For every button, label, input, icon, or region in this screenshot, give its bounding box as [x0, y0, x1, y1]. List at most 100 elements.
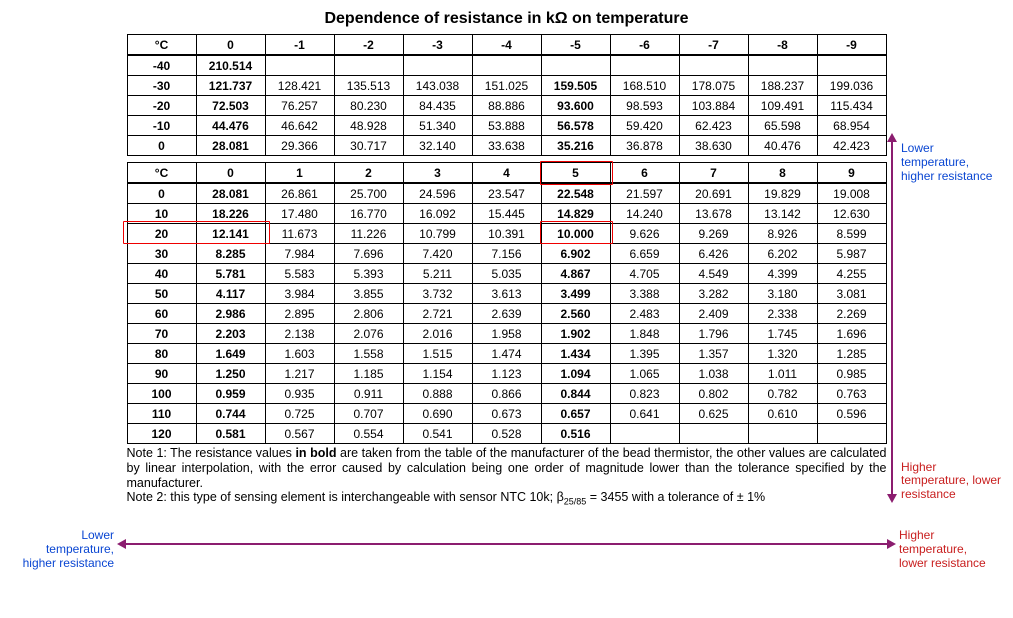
cell: 10.000	[541, 224, 610, 244]
cell: 1.217	[265, 364, 334, 384]
cell: 1.285	[817, 344, 886, 364]
col-hdr: °C	[127, 163, 196, 184]
cell: 0.596	[817, 404, 886, 424]
cell: 0.844	[541, 384, 610, 404]
cell: 3.081	[817, 284, 886, 304]
row-hdr: 40	[127, 264, 196, 284]
cell: 8.285	[196, 244, 265, 264]
row-hdr: 10	[127, 204, 196, 224]
cell	[817, 55, 886, 76]
cell: 178.075	[679, 76, 748, 96]
table-row: 1100.7440.7250.7070.6900.6730.6570.6410.…	[127, 404, 886, 424]
cell: 1.185	[334, 364, 403, 384]
cell: 128.421	[265, 76, 334, 96]
col-hdr: -3	[403, 35, 472, 56]
cell: 109.491	[748, 96, 817, 116]
cell: 16.092	[403, 204, 472, 224]
cell: 5.211	[403, 264, 472, 284]
cell: 0.657	[541, 404, 610, 424]
cell: 7.696	[334, 244, 403, 264]
cell	[610, 55, 679, 76]
anno-right: Higher temperature, lower resistance	[899, 529, 999, 570]
cell: 19.829	[748, 183, 817, 204]
table-row: 801.6491.6031.5581.5151.4741.4341.3951.3…	[127, 344, 886, 364]
note1-bold: in bold	[295, 446, 336, 460]
row-hdr: 70	[127, 324, 196, 344]
row-hdr: 80	[127, 344, 196, 364]
cell: 3.388	[610, 284, 679, 304]
cell: 2.483	[610, 304, 679, 324]
cell: 14.829	[541, 204, 610, 224]
col-hdr: -4	[472, 35, 541, 56]
cell: 4.549	[679, 264, 748, 284]
cell: 0.641	[610, 404, 679, 424]
cell: 16.770	[334, 204, 403, 224]
col-hdr: -7	[679, 35, 748, 56]
cell: 0.707	[334, 404, 403, 424]
cell: 21.597	[610, 183, 679, 204]
row-hdr: 20	[127, 224, 196, 244]
col-hdr: 4	[472, 163, 541, 184]
cell	[403, 55, 472, 76]
table-negative: °C 0 -1 -2 -3 -4 -5 -6 -7 -8 -9 -40210.5…	[127, 34, 887, 156]
cell: 6.902	[541, 244, 610, 264]
cell: 1.395	[610, 344, 679, 364]
cell: 36.878	[610, 136, 679, 156]
anno-bottom: Higher temperature, lower resistance	[901, 461, 1005, 502]
cell: 3.984	[265, 284, 334, 304]
col-hdr: 7	[679, 163, 748, 184]
note1-pre: Note 1: The resistance values	[127, 446, 296, 460]
col-hdr: 6	[610, 163, 679, 184]
cell: 2.076	[334, 324, 403, 344]
row-hdr: 0	[127, 183, 196, 204]
cell: 32.140	[403, 136, 472, 156]
cell	[679, 55, 748, 76]
row-hdr: 50	[127, 284, 196, 304]
cell: 0.610	[748, 404, 817, 424]
cell: 93.600	[541, 96, 610, 116]
table-row: 2012.14111.67311.22610.79910.39110.0009.…	[127, 224, 886, 244]
cell: 35.216	[541, 136, 610, 156]
col-hdr: 8	[748, 163, 817, 184]
table-row: -1044.47646.64248.92851.34053.88856.5785…	[127, 116, 886, 136]
col-hdr: 9	[817, 163, 886, 184]
cell: 3.732	[403, 284, 472, 304]
cell: 0.935	[265, 384, 334, 404]
table-row: 308.2857.9847.6967.4207.1566.9026.6596.4…	[127, 244, 886, 264]
cell	[265, 55, 334, 76]
cell: 1.848	[610, 324, 679, 344]
row-hdr: 0	[127, 136, 196, 156]
cell: 15.445	[472, 204, 541, 224]
row-hdr: 90	[127, 364, 196, 384]
cell: 2.138	[265, 324, 334, 344]
cell: 1.558	[334, 344, 403, 364]
cell: 18.226	[196, 204, 265, 224]
arrow-right-head-icon	[887, 539, 896, 549]
cell: 1.434	[541, 344, 610, 364]
cell: 9.269	[679, 224, 748, 244]
cell: 1.320	[748, 344, 817, 364]
cell	[748, 55, 817, 76]
cell: 4.705	[610, 264, 679, 284]
cell: 25.700	[334, 183, 403, 204]
cell: 103.884	[679, 96, 748, 116]
cell: 0.690	[403, 404, 472, 424]
row-hdr: 60	[127, 304, 196, 324]
cell: 3.613	[472, 284, 541, 304]
row-hdr: -20	[127, 96, 196, 116]
cell: 1.154	[403, 364, 472, 384]
cell: 11.673	[265, 224, 334, 244]
cell: 188.237	[748, 76, 817, 96]
vertical-arrow: Lower temperature, higher resistance Hig…	[885, 140, 1005, 496]
arrow-down-head-icon	[887, 494, 897, 503]
cell: 2.986	[196, 304, 265, 324]
table-row: -40210.514	[127, 55, 886, 76]
col-hdr: -1	[265, 35, 334, 56]
cell: 5.035	[472, 264, 541, 284]
cell: 38.630	[679, 136, 748, 156]
cell: 53.888	[472, 116, 541, 136]
cell: 0.673	[472, 404, 541, 424]
cell: 3.282	[679, 284, 748, 304]
cell: 0.567	[265, 424, 334, 444]
cell: 199.036	[817, 76, 886, 96]
